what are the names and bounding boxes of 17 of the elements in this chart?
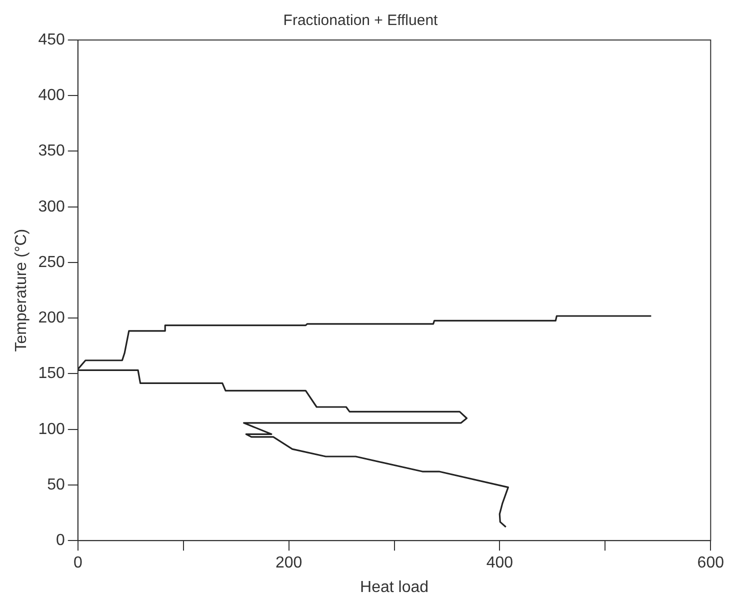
y-tick-label: 300 [38,198,65,216]
x-axis-title: Heat load [360,578,429,596]
y-tick-label: 100 [38,420,65,438]
y-tick-label: 400 [38,87,65,104]
y-tick-label: 350 [38,142,65,160]
y-tick-label: 450 [38,31,65,48]
chart-title: Fractionation + Effluent [283,12,439,30]
x-tick-label: 200 [275,554,302,572]
y-tick-label: 150 [38,365,65,382]
y-tick-label: 50 [47,476,65,494]
y-tick-label: 250 [38,254,65,271]
y-axis-title: Temperature (°C) [13,228,30,352]
y-tick-label: 200 [38,310,65,327]
x-tick-label: 0 [73,554,82,572]
x-tick-label: 400 [486,554,514,572]
x-tick-label: 600 [697,554,724,572]
y-tick-label: 0 [56,532,65,550]
